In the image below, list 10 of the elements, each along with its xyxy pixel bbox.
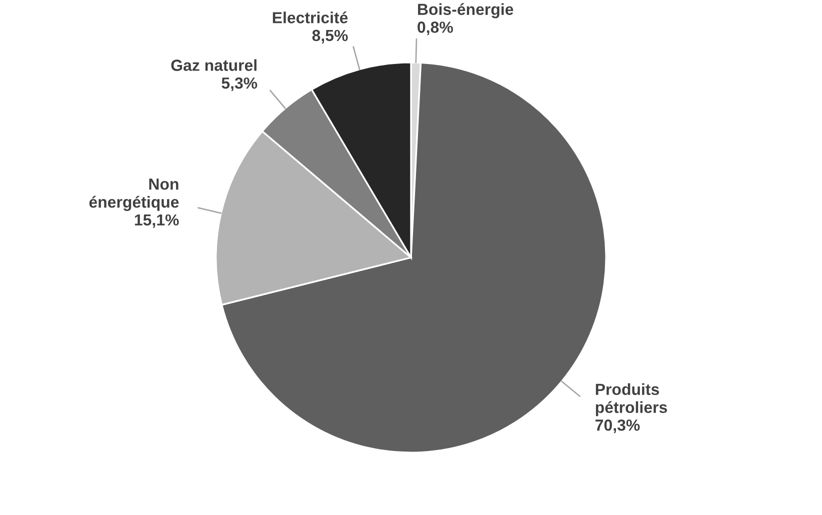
slice-label: Produits pétroliers [596,383,667,416]
data-label: 70,3% [596,419,640,434]
slice-label: Gaz naturel [171,59,256,71]
data-label: 8,5% [312,30,348,44]
slice-label: Non énergétique [89,178,179,211]
data-label: 15,1% [134,214,179,228]
slice-label: Electricité [272,11,348,24]
slice-label: Bois-énergie [418,3,514,18]
data-label: 0,8% [418,22,453,36]
data-label: 5,3% [222,77,258,92]
